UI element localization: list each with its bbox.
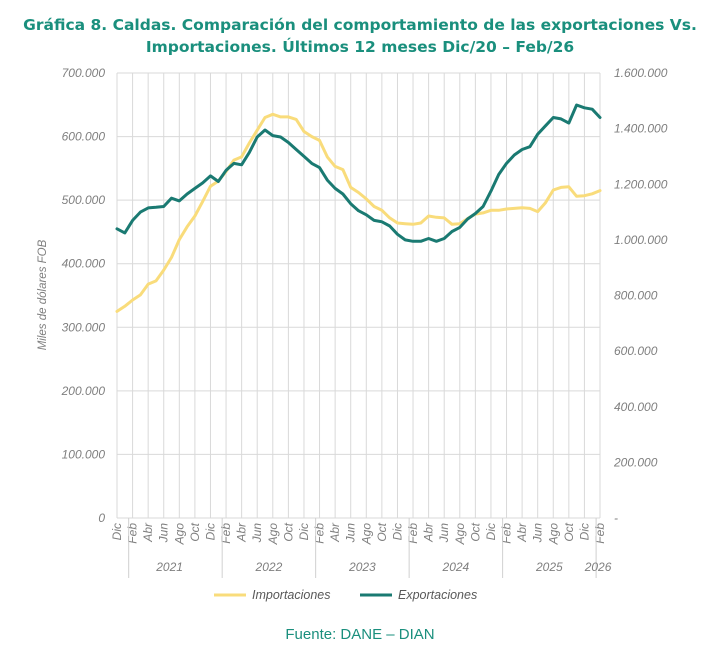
left-tick-label: 500.000 [62,193,106,207]
legend-label-importaciones: Importaciones [252,588,331,602]
source-note: Fuente: DANE – DIAN [285,626,435,643]
x-axis: Dic Feb Abr Jun Ago Oct Dic Feb Abr Jun Ago Oct Dic F… [110,518,612,578]
chart-title-line2: Importaciones. Últimos 12 meses Dic/20 –… [145,38,575,56]
month-label: Feb [406,523,420,544]
year-label: 2021 [155,560,183,574]
series-line-exportaciones [115,103,602,243]
right-tick-label: 400.000 [614,400,658,414]
series-lines [115,103,602,313]
month-label: Jun [157,523,171,544]
month-label: Oct [188,522,202,541]
month-label: Ago [453,523,467,546]
right-tick-label: - [614,511,618,525]
series-line-importaciones [115,112,602,313]
month-label: Abr [328,522,342,543]
month-label: Oct [468,522,482,541]
legend-label-exportaciones: Exportaciones [398,588,477,602]
left-tick-label: 400.000 [62,257,106,271]
month-label: Dic [110,523,124,540]
month-label: Feb [593,523,607,544]
left-tick-label: 100.000 [62,447,106,461]
left-axis: 0 100.000 200.000 300.000 400.000 500.000 600.… [61,66,106,525]
month-label: Dic [203,523,217,540]
month-label: Feb [219,523,233,544]
chart-title: Gráfica 8. Caldas. Comparación del compo… [0,14,720,58]
legend: Importaciones Exportaciones [214,588,477,602]
month-label: Feb [500,523,514,544]
right-tick-label: 1.200.000 [614,177,668,191]
chart-title-line1: Gráfica 8. Caldas. Comparación del compo… [23,16,697,34]
right-tick-label: 200.000 [613,455,658,469]
month-label: Dic [484,523,498,540]
month-label: Jun [344,523,358,544]
month-label: Feb [313,523,327,544]
year-label: 2024 [442,560,470,574]
y-axis-label: Miles de dólares FOB [37,239,49,350]
left-tick-label: 700.000 [62,66,106,80]
right-tick-label: 1.600.000 [614,66,668,80]
right-axis: - 200.000 400.000 600.000 800.000 1.000.000 1.… [613,66,668,525]
left-tick-label: 300.000 [62,320,106,334]
month-label: Oct [281,522,295,541]
month-label: Dic [297,523,311,540]
month-label: Jun [250,523,264,544]
month-label: Jun [437,523,451,544]
grid-lines [116,72,601,519]
left-tick-label: 0 [98,511,105,525]
month-label: Abr [141,522,155,543]
right-tick-label: 600.000 [614,344,658,358]
right-tick-label: 800.000 [614,289,658,303]
line-chart: 0 100.000 200.000 300.000 400.000 500.000 600.… [37,66,668,602]
month-label: Feb [126,523,140,544]
year-label: 2022 [255,560,283,574]
right-tick-label: 1.400.000 [614,122,668,136]
year-label: 2023 [348,560,376,574]
month-label: Abr [515,522,529,543]
month-label: Jun [531,523,545,544]
month-label: Oct [375,522,389,541]
left-tick-label: 200.000 [61,384,106,398]
month-label: Ago [266,523,280,546]
month-label: Abr [422,522,436,543]
year-label: 2026 [584,560,612,574]
right-tick-label: 1.000.000 [614,233,668,247]
month-label: Dic [390,523,404,540]
month-label: Dic [577,523,591,540]
month-label: Oct [562,522,576,541]
month-label: Ago [359,523,373,546]
month-label: Abr [235,522,249,543]
left-tick-label: 600.000 [62,130,106,144]
month-label: Ago [172,523,186,546]
year-label: 2025 [535,560,563,574]
month-label: Ago [546,523,560,546]
